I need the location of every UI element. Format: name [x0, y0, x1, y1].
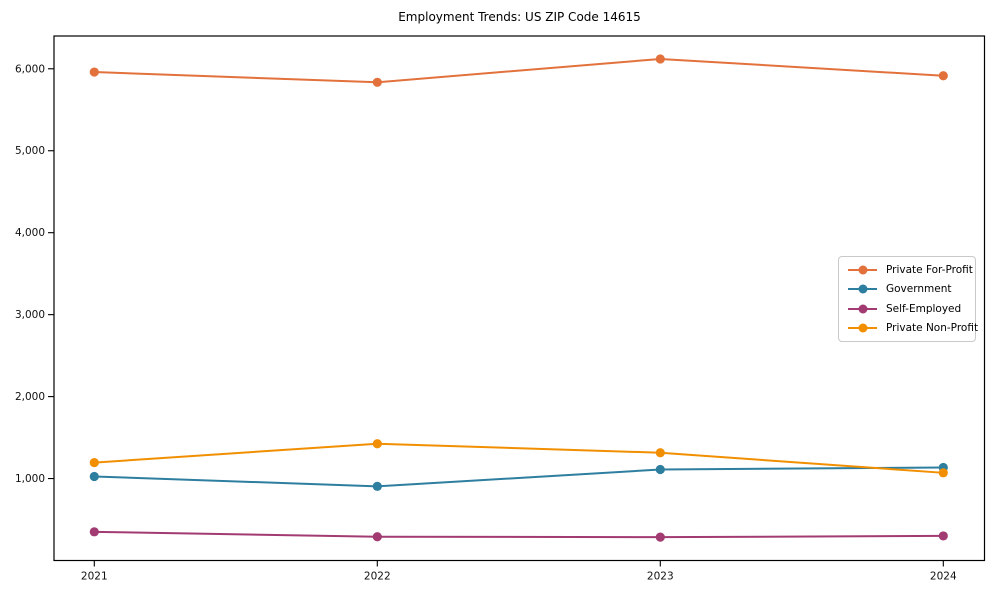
series-line-self-employed [94, 530, 944, 539]
legend-item-private-for-profit: Private For-Profit [848, 260, 973, 280]
legend-label-private-non-profit: Private Non-Profit [886, 322, 979, 335]
series-line-private-non-profit [94, 442, 944, 474]
legend-label-self-employed: Self-Employed [886, 302, 962, 315]
legend-dot-icon [858, 265, 867, 275]
point-self-employed-2023 [655, 532, 665, 542]
x-tick-label: 2023 [647, 571, 674, 583]
legend-marker-private-non-profit [848, 323, 877, 333]
legend-item-private-non-profit: Private Non-Profit [848, 319, 978, 339]
point-private-non-profit-2021 [89, 457, 99, 468]
plot-border [53, 35, 986, 562]
legend-item-government: Government [848, 280, 966, 300]
point-private-for-profit-2023 [655, 54, 665, 64]
y-tick-label: 3,000 [15, 309, 45, 321]
legend-item-self-employed: Self-Employed [848, 299, 966, 319]
x-tick-label: 2022 [364, 571, 391, 583]
y-tick-label: 1,000 [15, 473, 45, 485]
point-government-2023 [655, 464, 665, 475]
series-line-government [94, 466, 944, 488]
point-private-non-profit-2023 [655, 448, 665, 458]
point-private-for-profit-2024 [938, 71, 948, 81]
point-self-employed-2022 [372, 532, 382, 542]
point-government-2022 [372, 481, 382, 491]
point-private-non-profit-2024 [938, 468, 948, 478]
legend-dot-icon [858, 323, 867, 333]
series-line-private-for-profit [94, 57, 944, 84]
point-private-non-profit-2022 [372, 439, 382, 449]
point-private-for-profit-2022 [372, 77, 382, 87]
chart-title: Employment Trends: US ZIP Code 14615 [398, 10, 641, 24]
legend-marker-private-for-profit [848, 265, 877, 275]
point-self-employed-2024 [938, 531, 948, 541]
y-tick-label: 4,000 [15, 227, 45, 239]
legend-marker-government [848, 284, 877, 294]
chart-legend: Private For-Profit Government Self-Employe… [838, 256, 978, 342]
point-self-employed-2021 [89, 527, 99, 537]
y-tick-label: 6,000 [15, 63, 45, 75]
x-tick-label: 2024 [930, 571, 957, 583]
point-government-2021 [89, 471, 99, 482]
legend-marker-self-employed [848, 304, 877, 314]
y-tick-label: 5,000 [15, 145, 45, 157]
legend-label-government: Government [886, 283, 952, 296]
point-private-for-profit-2021 [89, 67, 99, 77]
legend-dot-icon [858, 284, 867, 294]
legend-label-private-for-profit: Private For-Profit [886, 263, 973, 276]
y-tick-label: 2,000 [15, 391, 45, 403]
legend-dot-icon [858, 304, 867, 314]
x-tick-label: 2021 [81, 571, 108, 583]
